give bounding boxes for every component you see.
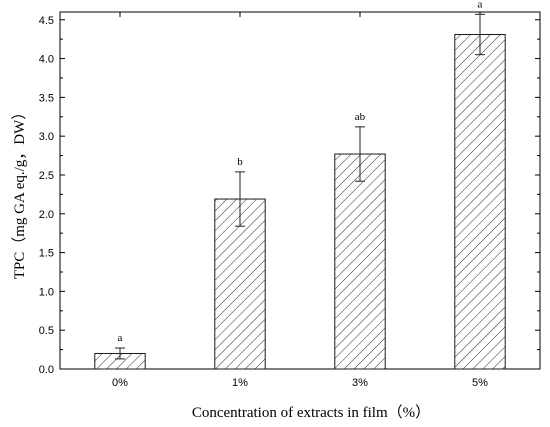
- y-tick-label: 4.0: [39, 54, 54, 66]
- y-axis-title: TPC（mg GA eq./g，DW）: [11, 105, 28, 280]
- y-tick-label: 4.5: [39, 15, 54, 27]
- bar-5pct: [454, 34, 506, 370]
- significance-label: ab: [355, 111, 366, 123]
- y-tick-label: 0.5: [39, 325, 54, 337]
- significance-label: b: [237, 156, 243, 168]
- significance-label: a: [118, 332, 123, 344]
- significance-label: a: [478, 0, 483, 10]
- x-tick-label: 3%: [352, 377, 368, 389]
- y-tick-label: 1.5: [39, 248, 54, 260]
- x-tick-label: 0%: [112, 377, 128, 389]
- plot-frame: [59, 11, 541, 370]
- y-tick-label: 0.0: [39, 364, 54, 376]
- x-tick-label: 1%: [232, 377, 248, 389]
- y-tick-label: 2.0: [39, 209, 54, 221]
- y-tick-label: 3.0: [39, 131, 54, 143]
- bar-1pct: [214, 198, 266, 370]
- y-tick-label: 2.5: [39, 170, 54, 182]
- x-axis-title: Concentration of extracts in film（%）: [192, 404, 430, 421]
- y-tick-label: 3.5: [39, 92, 54, 104]
- x-tick-label: 5%: [472, 377, 488, 389]
- bar-3pct: [334, 153, 386, 370]
- axes: 0.0 0.5 1.0 1.5 2.0 2.5 3.0 3.5 4.0 4.5 0% 1% 3% 5%: [39, 11, 541, 389]
- y-tick-label: 1.0: [39, 286, 54, 298]
